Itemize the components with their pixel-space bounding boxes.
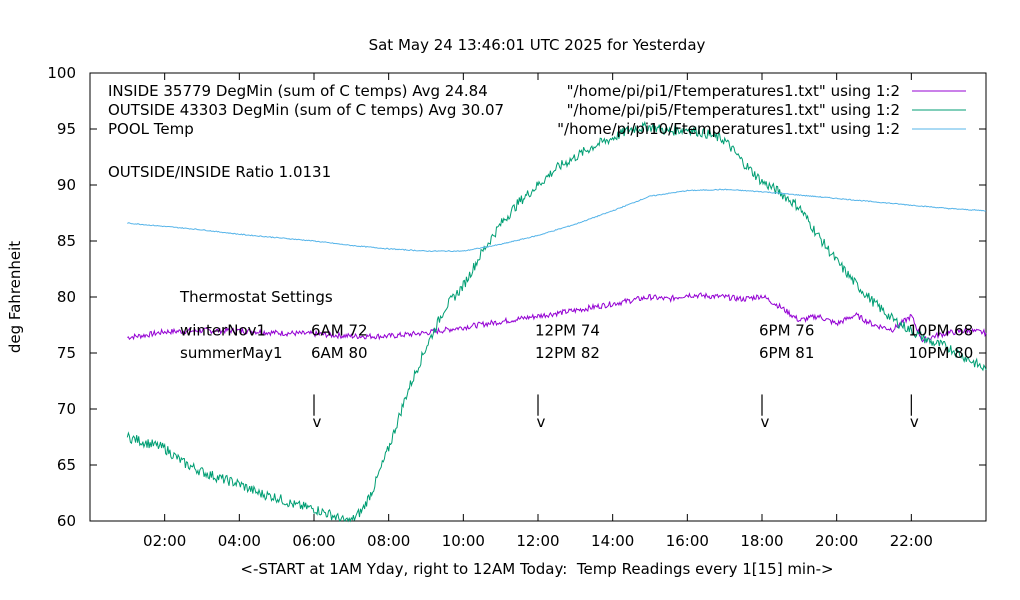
y-tick-label: 100 [47,64,76,82]
y-tick-label: 95 [57,120,76,138]
thermostat-setting: 6AM 80 [311,344,368,362]
y-tick-label: 65 [57,456,76,474]
x-tick-label: 02:00 [143,532,186,550]
y-tick-label: 60 [57,512,76,530]
legend-entry-3: POOL Temp [108,120,194,138]
thermostat-row-label: summerMay1 [180,344,283,362]
legend-source-3: "/home/pi/pi10/Ftemperatures1.txt" using… [557,120,900,138]
series-line-1 [127,292,987,344]
x-tick-label: 20:00 [815,532,858,550]
thermostat-setting: 6PM 76 [759,322,814,340]
y-tick-label: 80 [57,288,76,306]
x-tick-label: 12:00 [516,532,559,550]
thermostat-setting: 6AM 72 [311,322,368,340]
legend-entry-2: OUTSIDE 43303 DegMin (sum of C temps) Av… [108,101,504,119]
x-axis-label: <-START at 1AM Yday, right to 12AM Today… [240,560,833,578]
legend-source-1: "/home/pi/pi1/Ftemperatures1.txt" using … [567,82,900,100]
legend-entry-1: INSIDE 35779 DegMin (sum of C temps) Avg… [108,82,488,100]
x-tick-label: 06:00 [292,532,335,550]
x-tick-label: 16:00 [666,532,709,550]
ratio-annotation: OUTSIDE/INSIDE Ratio 1.0131 [108,163,331,181]
x-tick-label: 18:00 [740,532,783,550]
thermostat-setting: 10PM 80 [908,344,973,362]
thermostat-setting: 12PM 74 [535,322,600,340]
series-line-3 [127,188,987,253]
setpoint-marker: v [313,413,322,431]
thermostat-setting: 10PM 68 [908,322,973,340]
chart-title: Sat May 24 13:46:01 UTC 2025 for Yesterd… [369,36,706,54]
x-tick-label: 10:00 [442,532,485,550]
setpoint-marker: v [761,413,770,431]
series-line-2 [126,120,987,523]
y-tick-label: 75 [57,344,76,362]
thermostat-setting: 6PM 81 [759,344,814,362]
plot-area: 60 65 70 75 80 85 90 95 100 02:00 04:00 06:00 08:00 1… [47,64,987,550]
x-tick-label: 14:00 [591,532,634,550]
setpoint-marker: v [537,413,546,431]
x-tick-label: 08:00 [367,532,410,550]
legend-source-2: "/home/pi/pi5/Ftemperatures1.txt" using … [567,101,900,119]
y-tick-label: 70 [57,400,76,418]
thermostat-title: Thermostat Settings [179,288,333,306]
thermostat-setting: 12PM 82 [535,344,600,362]
y-tick-label: 85 [57,232,76,250]
setpoint-marker: v [910,413,919,431]
y-tick-label: 90 [57,176,76,194]
y-axis-label: deg Fahrenheit [6,241,24,353]
x-tick-label: 22:00 [890,532,933,550]
x-tick-label: 04:00 [218,532,261,550]
thermostat-row-label: winterNov1 [180,322,266,340]
